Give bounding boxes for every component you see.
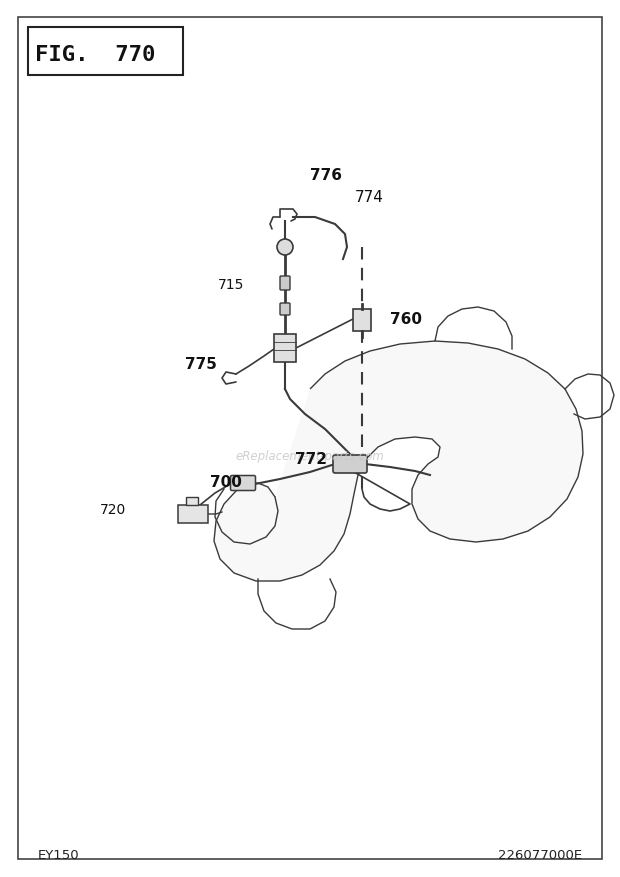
Text: FIG.  770: FIG. 770 [35,45,156,65]
Bar [353,310,371,332]
Bar [178,505,208,524]
Text: 774: 774 [355,190,384,205]
Text: 760: 760 [390,312,422,327]
FancyBboxPatch shape [280,303,290,316]
Text: eReplacement-parts.com: eReplacement-parts.com [236,450,384,462]
Text: 226077000E: 226077000E [498,849,582,861]
Text: 700: 700 [210,475,242,490]
Bar [186,497,198,505]
Text: 772: 772 [295,452,327,467]
FancyBboxPatch shape [280,276,290,290]
Text: 775: 775 [185,357,217,372]
Text: 776: 776 [310,168,342,182]
Text: 720: 720 [100,503,126,517]
FancyBboxPatch shape [231,476,255,491]
Text: 715: 715 [218,278,244,292]
Bar [274,335,296,362]
Circle shape [277,239,293,256]
Bar [28,28,183,76]
FancyBboxPatch shape [333,455,367,474]
Polygon shape [214,342,583,581]
Text: EY150: EY150 [38,849,79,861]
